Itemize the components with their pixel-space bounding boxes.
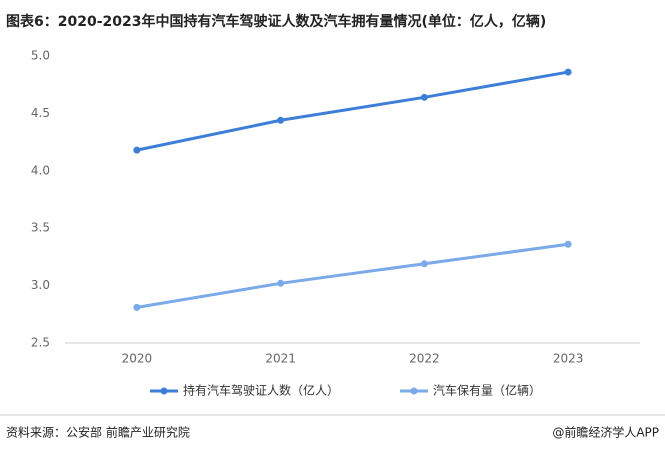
- y-tick-label: 3.5: [31, 221, 50, 235]
- y-tick-label: 5.0: [31, 49, 50, 63]
- x-tick-label: 2021: [265, 352, 296, 366]
- data-point: [420, 260, 428, 268]
- y-tick-label: 4.0: [31, 163, 50, 177]
- data-point: [564, 68, 572, 76]
- y-tick-label: 2.5: [31, 336, 50, 350]
- credit: @前瞻经济学人APP: [552, 425, 659, 440]
- legend-marker: [160, 387, 168, 395]
- legend-label: 汽车保有量（亿辆）: [433, 383, 541, 398]
- y-tick-label: 4.5: [31, 106, 50, 120]
- data-point: [133, 146, 141, 154]
- source: 资料来源：公安部 前瞻产业研究院: [6, 425, 190, 440]
- data-point: [277, 116, 285, 124]
- x-tick-label: 2023: [553, 352, 584, 366]
- legend-label: 持有汽车驾驶证人数（亿人）: [183, 383, 339, 398]
- x-tick-label: 2020: [122, 352, 153, 366]
- y-tick-label: 3.0: [31, 278, 50, 292]
- chart-title: 图表6：2020-2023年中国持有汽车驾驶证人数及汽车拥有量情况(单位：亿人，…: [6, 13, 546, 30]
- x-tick-label: 2022: [409, 352, 440, 366]
- data-point: [277, 279, 285, 287]
- legend-marker: [410, 387, 418, 395]
- data-point: [133, 303, 141, 311]
- series-line: [136, 242, 569, 309]
- data-point: [564, 240, 572, 248]
- data-point: [420, 93, 428, 101]
- series-line: [136, 70, 569, 152]
